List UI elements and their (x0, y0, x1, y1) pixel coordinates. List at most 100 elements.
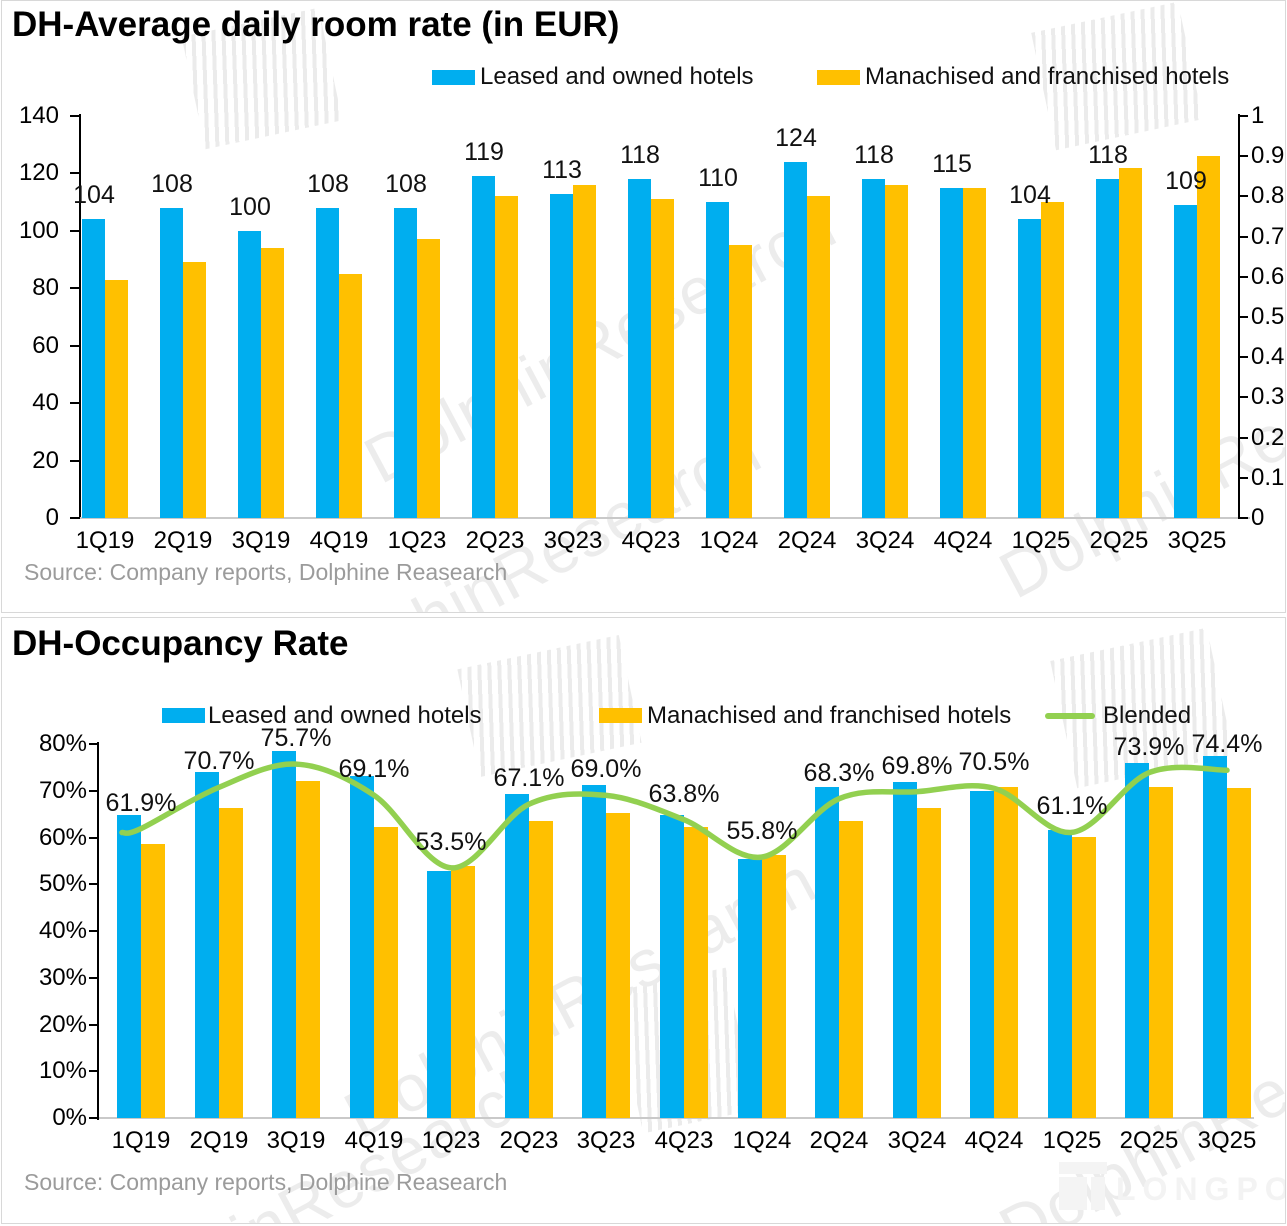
y2-tick-label: 1 (1251, 102, 1265, 129)
source-note: Source: Company reports, Dolphine Reasea… (24, 559, 508, 585)
bar-manachised-4Q19 (374, 827, 398, 1118)
y-tick-label: 20 (32, 447, 59, 474)
y2-axis-tick (1238, 396, 1248, 398)
legend-swatch-manachised (817, 70, 860, 85)
x-tick-label-2Q24: 2Q24 (777, 527, 837, 554)
bar-manachised-1Q23 (451, 866, 475, 1118)
room-rate-chart-title: DH-Average daily room rate (in EUR) (12, 5, 620, 44)
y-tick-label: 20% (38, 1011, 87, 1038)
y2-tick-label: 0.3 (1251, 383, 1285, 410)
y-axis-tick (89, 930, 99, 932)
x-tick-label-2Q25: 2Q25 (1089, 527, 1149, 554)
value-label-4Q19: 69.1% (338, 755, 410, 783)
y-axis-tick (70, 115, 80, 117)
y-tick-label: 100 (18, 217, 59, 244)
source-note: Source: Company reports, Dolphine Reasea… (24, 1169, 508, 1195)
bar-leased-3Q24 (862, 179, 885, 518)
y-tick-label: 140 (18, 102, 59, 129)
bar-leased-2Q19 (160, 208, 183, 518)
value-label-2Q24: 124 (775, 124, 817, 152)
bar-leased-4Q19 (316, 208, 339, 518)
legend-label: Blended (1103, 702, 1192, 729)
y2-axis-tick (1238, 437, 1248, 439)
bar-leased-3Q24 (893, 782, 917, 1118)
bar-manachised-3Q25 (1197, 156, 1220, 518)
bar-leased-4Q19 (350, 776, 374, 1118)
y-axis-tick (89, 790, 99, 792)
y-axis-tick (70, 230, 80, 232)
bar-manachised-1Q19 (141, 844, 165, 1118)
y2-axis-tick (1238, 356, 1248, 358)
x-tick-label-4Q24: 4Q24 (964, 1127, 1024, 1154)
y-axis-tick (89, 977, 99, 979)
value-label-1Q23: 53.5% (415, 828, 487, 856)
value-label-1Q24: 55.8% (726, 817, 798, 845)
bar-leased-1Q25 (1048, 830, 1072, 1118)
value-label-1Q25: 61.1% (1036, 792, 1108, 820)
bar-leased-2Q24 (784, 162, 807, 518)
bar-leased-4Q24 (970, 791, 994, 1118)
bar-leased-3Q23 (582, 785, 606, 1118)
y2-tick-label: 0.2 (1251, 424, 1285, 451)
occupancy-chart-title: DH-Occupancy Rate (12, 624, 349, 663)
bar-manachised-3Q19 (261, 248, 284, 518)
y-axis-line (79, 114, 81, 519)
x-tick-label-3Q23: 3Q23 (543, 527, 603, 554)
value-label-4Q19: 108 (307, 170, 349, 198)
bar-manachised-1Q25 (1072, 837, 1096, 1118)
room-rate-panel: DolphinResearch DolphinResearch DolphinR… (1, 0, 1286, 613)
bar-leased-3Q25 (1174, 205, 1197, 518)
y2-axis-tick (1238, 477, 1248, 479)
bar-leased-4Q24 (940, 188, 963, 518)
x-tick-label-3Q25: 3Q25 (1167, 527, 1227, 554)
x-tick-label-3Q24: 3Q24 (855, 527, 915, 554)
bar-leased-1Q24 (706, 202, 729, 518)
x-tick-label-3Q19: 3Q19 (231, 527, 291, 554)
bar-leased-4Q23 (660, 815, 684, 1118)
bar-manachised-1Q24 (762, 855, 786, 1118)
legend-label: Leased and owned hotels (208, 702, 482, 729)
y2-tick-label: 0.9 (1251, 142, 1285, 169)
x-tick-label-4Q19: 4Q19 (309, 527, 369, 554)
y-axis-tick (89, 1070, 99, 1072)
value-label-3Q19: 100 (229, 193, 271, 221)
value-label-1Q25: 104 (1009, 181, 1051, 209)
x-tick-label-1Q19: 1Q19 (75, 527, 135, 554)
y2-axis-tick (1238, 195, 1248, 197)
bar-leased-1Q25 (1018, 219, 1041, 518)
value-label-4Q23: 63.8% (648, 780, 720, 808)
y-tick-label: 60% (38, 824, 87, 851)
value-label-4Q23: 118 (620, 141, 660, 169)
y2-axis-tick (1238, 115, 1248, 117)
bar-manachised-3Q23 (606, 813, 630, 1118)
x-tick-label-4Q24: 4Q24 (933, 527, 993, 554)
bar-leased-3Q25 (1203, 756, 1227, 1118)
y2-axis-tick (1238, 517, 1248, 519)
bar-manachised-1Q23 (417, 239, 440, 518)
y-tick-label: 70% (38, 777, 87, 804)
bar-manachised-2Q19 (219, 808, 243, 1118)
y-tick-label: 0% (52, 1104, 87, 1131)
occupancy-panel: DolphinResearch DolphinResearch DolphinR… (1, 617, 1286, 1224)
value-label-3Q25: 109 (1165, 167, 1207, 195)
y-axis-tick (70, 345, 80, 347)
y2-axis-tick (1238, 155, 1248, 157)
value-label-4Q24: 70.5% (958, 748, 1030, 776)
bar-manachised-1Q24 (729, 245, 752, 518)
bar-leased-2Q23 (472, 176, 495, 518)
x-tick-label-1Q25: 1Q25 (1011, 527, 1071, 554)
legend-swatch-manachised (599, 708, 642, 723)
y2-tick-label: 0 (1251, 504, 1265, 531)
bar-manachised-1Q19 (105, 280, 128, 518)
y2-axis-tick (1238, 236, 1248, 238)
legend-swatch-leased (162, 708, 205, 723)
bar-manachised-3Q23 (573, 185, 596, 518)
bar-leased-4Q23 (628, 179, 651, 518)
y2-tick-label: 0.1 (1251, 464, 1285, 491)
bar-leased-3Q23 (550, 194, 573, 518)
x-tick-label-2Q25: 2Q25 (1119, 1127, 1179, 1154)
value-label-2Q25: 118 (1088, 141, 1128, 169)
x-tick-label-1Q24: 1Q24 (732, 1127, 792, 1154)
y-tick-label: 50% (38, 870, 87, 897)
x-tick-label-1Q24: 1Q24 (699, 527, 759, 554)
